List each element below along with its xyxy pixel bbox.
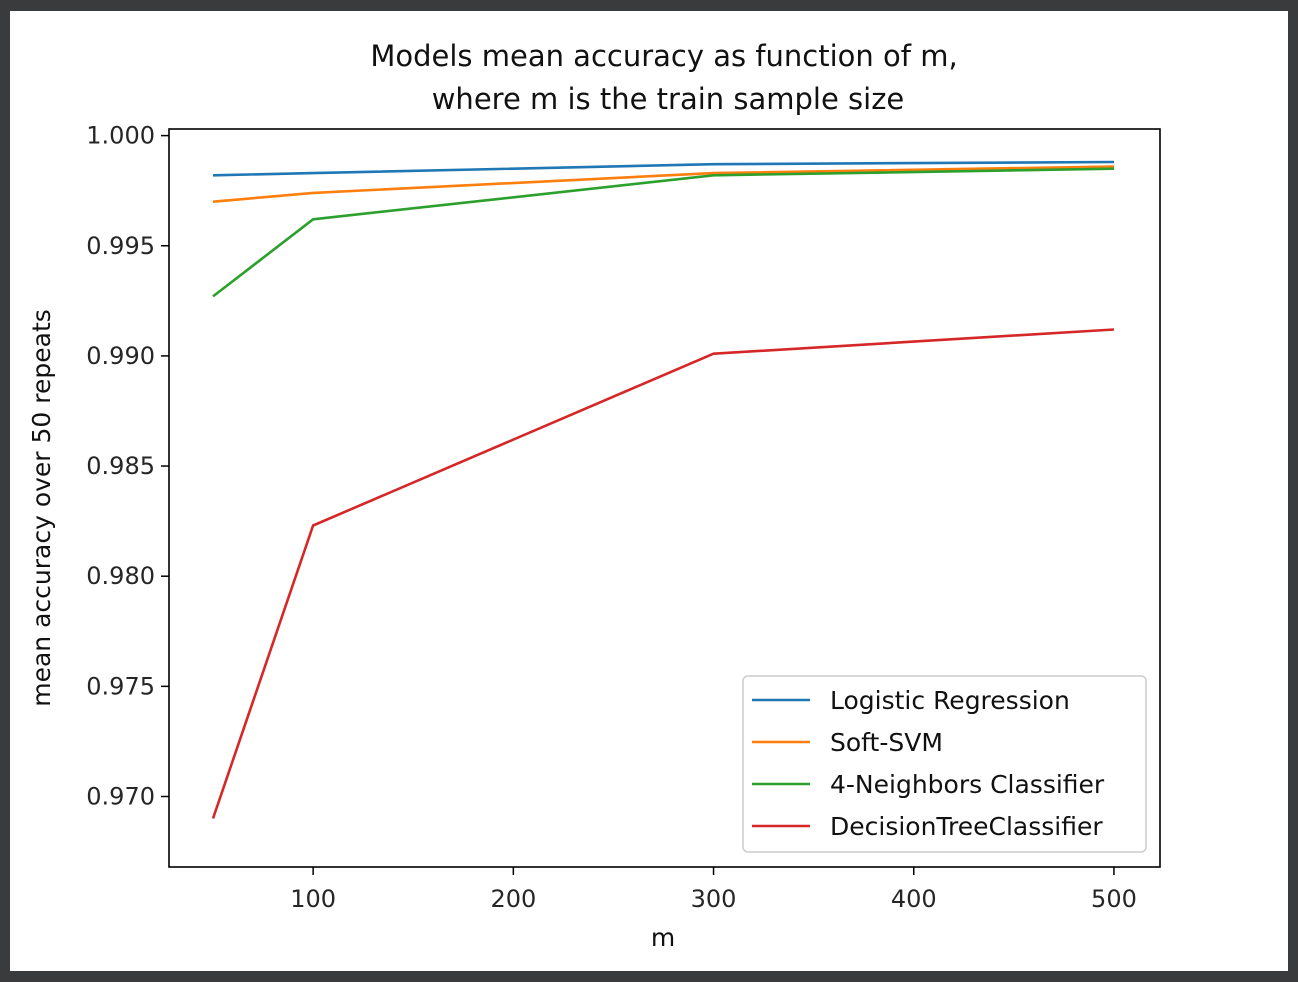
chart-subtitle: where m is the train sample size — [432, 82, 905, 116]
y-axis-label: mean accuracy over 50 repeats — [27, 309, 56, 707]
legend-box — [742, 675, 1147, 853]
y-tick-label: 0.970 — [86, 783, 155, 811]
legend-label: 4-Neighbors Classifier — [830, 770, 1105, 799]
legend: Logistic Regression Soft-SVM 4-Neighbors C… — [742, 675, 1147, 853]
series-line-logistic-regression — [212, 160, 1115, 177]
line-chart: Models mean accuracy as function of m, w… — [27, 39, 1161, 952]
x-tick-label: 300 — [691, 885, 737, 913]
figure-frame: Models mean accuracy as function of m, w… — [10, 11, 1288, 971]
x-tick-label: 500 — [1091, 885, 1137, 913]
y-tick-label: 1.000 — [86, 122, 155, 150]
chart-title: Models mean accuracy as function of m, — [370, 39, 957, 73]
series-line-soft-svm — [212, 165, 1115, 203]
y-tick-label: 0.990 — [86, 342, 155, 370]
x-tick-label: 200 — [490, 885, 536, 913]
y-tick-label: 0.985 — [86, 452, 155, 480]
legend-label: DecisionTreeClassifier — [830, 812, 1103, 841]
y-tick-label: 0.980 — [86, 562, 155, 590]
series-line-4-neighbors-classifier — [212, 167, 1115, 298]
legend-label: Soft-SVM — [830, 728, 943, 757]
x-axis: 100 200 300 400 500 — [290, 867, 1137, 913]
x-axis-label: m — [651, 923, 675, 952]
x-tick-label: 100 — [290, 885, 336, 913]
plot-area — [211, 160, 1115, 819]
y-tick-label: 0.975 — [86, 672, 155, 700]
y-tick-label: 0.995 — [86, 232, 155, 260]
legend-label: Logistic Regression — [830, 686, 1070, 715]
x-tick-label: 400 — [891, 885, 937, 913]
series-line-decisiontreeclassifier — [211, 328, 1115, 819]
plot-frame — [168, 128, 1161, 868]
y-axis: 0.970 0.975 0.980 0.985 0.990 0.995 1.000 — [86, 122, 169, 811]
